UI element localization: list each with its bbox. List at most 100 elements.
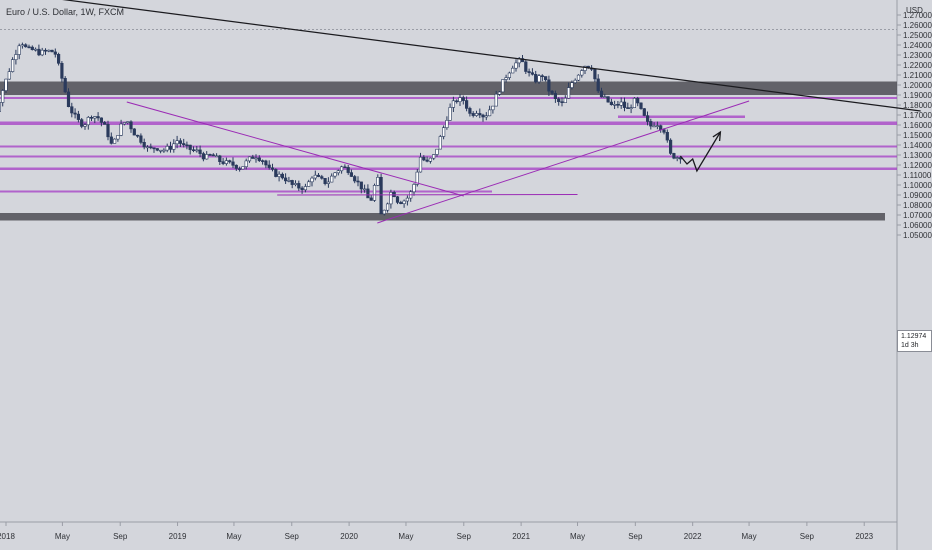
trendline-2[interactable] (377, 100, 750, 224)
candle-body-61 (191, 149, 196, 151)
trendline-3[interactable] (277, 194, 578, 196)
candle-body-79 (251, 156, 255, 159)
plot-background (0, 0, 897, 522)
zone-5[interactable] (0, 155, 897, 158)
candle-body-55 (172, 143, 176, 150)
candle-body-157 (507, 72, 512, 78)
trendline-1[interactable] (126, 101, 464, 197)
candle-body-37 (113, 138, 117, 144)
candle-body-132 (425, 159, 429, 162)
candle-body-43 (132, 128, 136, 136)
candle-body-53 (165, 146, 169, 151)
candle-body-31 (93, 116, 97, 119)
candle-body-74 (234, 164, 238, 169)
candle-body-158 (511, 67, 515, 74)
bar-countdown: 1d 3h (901, 342, 919, 349)
candle-body-114 (366, 188, 370, 199)
candle-body-131 (422, 156, 426, 161)
time-tick-label-2: Sep (113, 532, 128, 541)
candle-body-48 (149, 146, 153, 149)
price-tick-label-12: 1.17000 (903, 111, 932, 120)
candle-body-194 (629, 107, 633, 109)
candle-body-203 (659, 125, 663, 130)
time-tick-label-13: May (742, 532, 757, 541)
candle-body-85 (270, 167, 275, 170)
candle-body-69 (218, 155, 222, 163)
candle-body-12 (30, 46, 34, 50)
zone-2[interactable] (0, 97, 897, 99)
candle-body-104 (333, 172, 337, 177)
candle-body-117 (376, 177, 380, 186)
price-tick-label-11: 1.16000 (903, 121, 932, 130)
candle-body-51 (159, 149, 163, 152)
candle-body-161 (520, 58, 525, 63)
candle-body-71 (224, 160, 229, 164)
candle-body-11 (27, 46, 31, 49)
candle-body-106 (339, 166, 344, 172)
candle-body-90 (287, 180, 291, 182)
candle-body-130 (418, 156, 423, 173)
candle-body-139 (448, 107, 452, 121)
price-tick-label-0: 1.05000 (903, 231, 932, 240)
candle-body-3 (1, 90, 5, 103)
price-tick-label-10: 1.15000 (903, 131, 932, 140)
candle-body-103 (330, 175, 334, 183)
candle-body-25 (73, 112, 77, 115)
candle-body-126 (405, 197, 410, 202)
candle-body-138 (445, 120, 449, 129)
candle-body-23 (66, 91, 71, 108)
candle-body-107 (343, 166, 347, 169)
candle-body-118 (379, 177, 383, 215)
candle-body-56 (175, 140, 179, 145)
candle-body-148 (478, 113, 482, 116)
candle-body-197 (639, 102, 643, 109)
zone-6[interactable] (0, 167, 897, 171)
price-tick-label-17: 1.22000 (903, 61, 932, 70)
candle-body-88 (280, 173, 285, 179)
candle-body-44 (136, 134, 140, 137)
candle-body-176 (570, 82, 574, 88)
zone-8[interactable] (618, 115, 745, 119)
zone-7[interactable] (0, 190, 492, 193)
candle-body-129 (415, 171, 419, 185)
price-tick-label-4: 1.09000 (903, 191, 932, 200)
candle-body-66 (208, 154, 212, 156)
candle-body-156 (504, 77, 508, 80)
candle-body-113 (362, 188, 367, 191)
chart-title: Euro / U.S. Dollar, 1W, FXCM (6, 7, 125, 17)
candle-body-64 (201, 153, 206, 160)
candle-body-72 (228, 160, 232, 163)
candle-body-102 (326, 181, 331, 184)
time-tick-label-3: 2019 (169, 532, 187, 541)
candle-body-179 (580, 70, 584, 76)
candle-body-171 (553, 93, 557, 100)
candle-body-98 (313, 174, 317, 179)
candle-body-168 (543, 76, 548, 81)
zone-0[interactable] (0, 81, 897, 96)
candle-body-39 (119, 123, 123, 136)
zone-1[interactable] (0, 213, 885, 221)
candle-body-24 (70, 106, 74, 114)
candle-body-200 (649, 121, 653, 127)
candle-body-87 (277, 173, 281, 177)
candle-body-49 (152, 147, 156, 150)
price-tick-label-18: 1.23000 (903, 51, 932, 60)
candle-body-208 (675, 157, 679, 159)
candle-body-100 (320, 176, 324, 179)
candle-body-111 (356, 180, 360, 183)
candle-body-190 (616, 104, 620, 106)
candle-body-150 (484, 115, 488, 118)
zone-4[interactable] (0, 145, 897, 148)
projection-path[interactable] (679, 131, 721, 173)
candle-body-47 (145, 146, 150, 149)
time-tick-label-6: 2020 (340, 532, 358, 541)
candle-body-75 (238, 168, 242, 170)
zone-3[interactable] (0, 121, 897, 126)
trendline-0[interactable] (21, 0, 921, 112)
candle-body-52 (162, 149, 166, 152)
candle-body-95 (303, 186, 308, 191)
price-tick-label-5: 1.10000 (903, 181, 932, 190)
time-tick-label-8: Sep (457, 532, 472, 541)
candle-body-94 (300, 187, 304, 191)
